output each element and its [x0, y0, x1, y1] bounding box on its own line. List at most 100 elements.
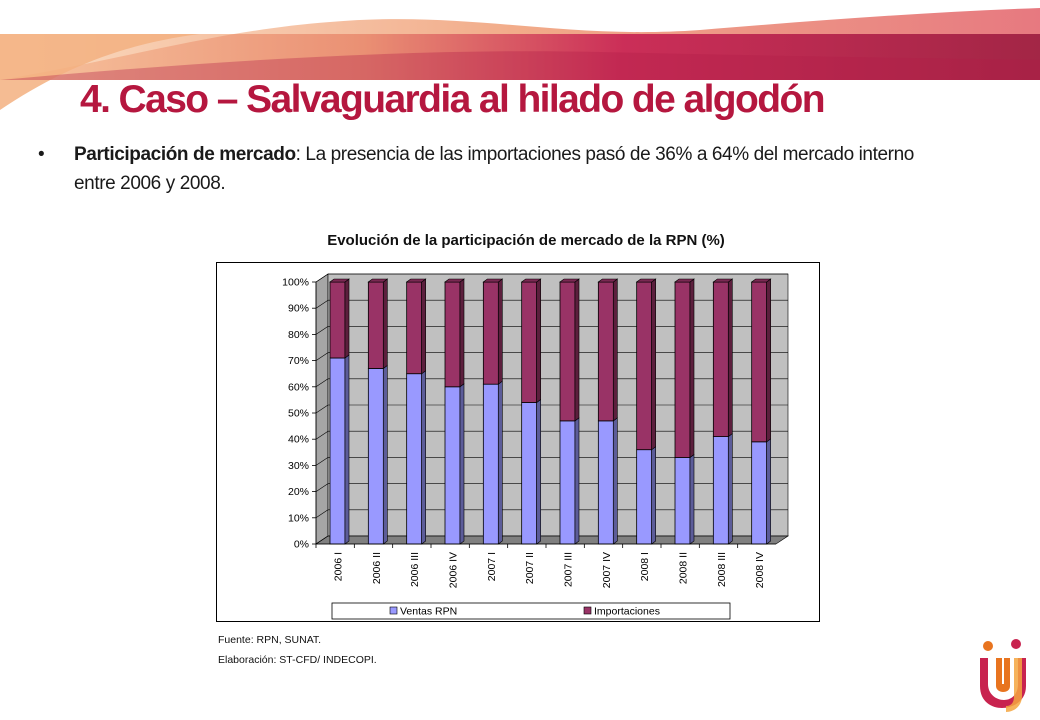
bar-side: [421, 370, 426, 545]
gridline-side: [315, 509, 329, 519]
bar-side: [613, 417, 618, 545]
chart-title: Evolución de la participación de mercado…: [327, 232, 725, 249]
bar-side: [766, 438, 771, 545]
x-tick-label: 2007 IV: [601, 552, 613, 588]
y-tick-label: 60%: [288, 381, 309, 393]
bar-ventas-rpn: [597, 420, 614, 545]
x-tick-label: 2008 III: [716, 552, 728, 587]
x-tick-label: 2006 I: [333, 552, 345, 581]
y-tick-label: 0%: [294, 539, 309, 551]
bar-top: [329, 278, 350, 283]
bar-ventas-rpn: [482, 383, 499, 545]
bar-side: [728, 278, 733, 438]
y-tick-label: 40%: [288, 434, 309, 446]
bar-ventas-rpn: [406, 373, 423, 545]
bar-ventas-rpn: [521, 402, 538, 545]
legend-label: Ventas RPN: [400, 606, 457, 618]
bar-importaciones: [597, 281, 614, 422]
bar-top: [559, 278, 580, 283]
bullet-text: Participación de mercado: La presencia d…: [74, 140, 924, 198]
bar-importaciones: [559, 281, 576, 422]
bar-importaciones: [329, 281, 346, 359]
elaboration-note: Elaboración: ST-CFD/ INDECOPI.: [218, 654, 377, 666]
y-tick-label: 30%: [288, 460, 309, 472]
bar-importaciones: [712, 281, 729, 437]
bar-top: [597, 278, 619, 283]
legend-swatch: [389, 606, 398, 615]
bar-side: [421, 278, 426, 375]
y-tick-label: 70%: [288, 355, 309, 367]
legend-box: [331, 602, 731, 620]
gridline-side: [315, 404, 329, 414]
bar-ventas-rpn: [751, 441, 768, 545]
bar-side: [459, 383, 465, 545]
bar-ventas-rpn: [559, 420, 576, 545]
bar-side: [574, 417, 580, 545]
bar-side: [459, 278, 465, 388]
gridline-side: [315, 352, 329, 361]
x-tick-label: 2006 IV: [448, 552, 460, 588]
bar-top: [405, 278, 427, 283]
bar-side: [689, 278, 695, 459]
bar-top: [674, 278, 695, 283]
y-tick-label: 80%: [288, 329, 309, 341]
bar-side: [498, 278, 503, 385]
gridline-side: [315, 457, 329, 466]
x-tick-label: 2007 III: [563, 552, 575, 587]
stacked-bar-chart: 0% 10% 20% 30% 40% 50% 60% 70% 80% 90% 100% 2006 I 2…: [216, 262, 820, 622]
bar-top: [367, 278, 389, 283]
gridline-side: [315, 535, 329, 545]
x-tick-label: 2006 II: [371, 552, 383, 584]
bar-importaciones: [444, 281, 461, 388]
gridline-side: [315, 430, 329, 440]
x-tick-label: 2006 III: [409, 552, 421, 587]
bar-importaciones: [636, 281, 653, 451]
bar-side: [383, 278, 388, 370]
slide-title: 4. Caso – Salvaguardia al hilado de algo…: [80, 78, 826, 121]
y-tick-label: 50%: [288, 408, 309, 420]
legend-label: Importaciones: [594, 606, 660, 618]
bar-side: [651, 446, 656, 545]
bar-top: [520, 278, 542, 283]
x-tick-label: 2008 I: [639, 552, 651, 581]
bar-importaciones: [482, 281, 499, 385]
bar-side: [498, 380, 503, 545]
bar-side: [613, 278, 618, 422]
bar-side: [344, 354, 350, 545]
bar-importaciones: [406, 281, 423, 375]
bar-side: [383, 364, 388, 545]
y-tick-label: 100%: [282, 277, 309, 289]
gridline-side: [315, 326, 329, 335]
bar-top: [750, 278, 772, 283]
gridline-side: [315, 378, 329, 388]
bar-importaciones: [521, 281, 538, 403]
bar-top: [712, 278, 734, 283]
bar-top: [482, 278, 504, 283]
bar-side: [536, 278, 541, 404]
gridline-side: [315, 273, 329, 283]
bar-importaciones: [367, 281, 384, 369]
y-tick-label: 20%: [288, 486, 309, 498]
bar-ventas-rpn: [712, 436, 729, 545]
bar-side: [344, 278, 350, 359]
x-tick-label: 2007 I: [486, 552, 498, 581]
legend-swatch: [583, 606, 592, 615]
bar-ventas-rpn: [674, 457, 691, 545]
gridline-side: [315, 299, 329, 309]
x-tick-label: 2008 II: [678, 552, 690, 584]
bar-importaciones: [751, 281, 768, 443]
header-banner: [0, 8, 1040, 110]
bullet-marker: •: [38, 144, 45, 165]
bar-top: [444, 278, 465, 283]
bar-side: [766, 278, 771, 443]
bar-side: [651, 278, 656, 451]
bar-side: [574, 278, 580, 422]
bar-ventas-rpn: [329, 357, 346, 545]
y-tick-label: 10%: [288, 512, 309, 524]
bar-top: [635, 278, 657, 283]
bullet-bold-term: Participación de mercado: [74, 144, 296, 165]
bar-ventas-rpn: [367, 368, 384, 545]
bar-side: [536, 398, 541, 545]
bar-side: [728, 432, 733, 545]
x-tick-label: 2008 IV: [754, 552, 766, 588]
